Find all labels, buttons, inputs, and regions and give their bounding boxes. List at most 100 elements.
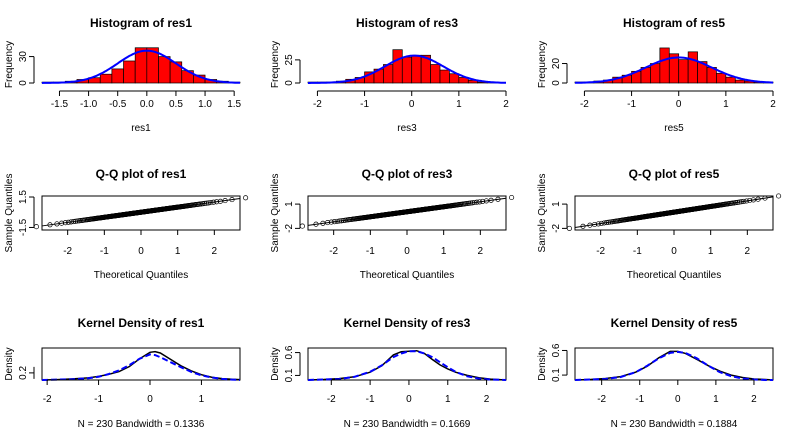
qq-reference-line	[41, 198, 241, 227]
histogram-bar	[123, 60, 136, 84]
x-tick-label: -1	[366, 394, 375, 405]
panel-title: Q-Q plot of res3	[362, 167, 453, 181]
x-tick-label: 1	[445, 394, 451, 405]
histogram-bar	[659, 47, 670, 84]
y-axis-label: Frequency	[270, 41, 281, 88]
panel-2: Histogram of res3 res3 Frequency -2 -1 0 1 2 0 25	[270, 16, 509, 134]
y-tick-label: -2	[551, 224, 562, 233]
x-tick-label: 2	[745, 246, 751, 257]
y-tick-label: 0	[551, 80, 562, 86]
x-tick-label: -2	[597, 394, 606, 405]
y-axis-label: Frequency	[537, 41, 548, 88]
x-tick-label: 2	[751, 394, 757, 405]
x-tick-label: -2	[313, 99, 322, 110]
normal-curve	[308, 54, 506, 84]
x-tick-label: 1	[713, 394, 719, 405]
qq-reference-line	[574, 196, 774, 228]
panel-title: Kernel Density of res3	[344, 316, 471, 330]
x-tick-label: 2	[478, 246, 484, 257]
x-tick-label: 0.0	[140, 99, 154, 110]
x-tick-label: -1.0	[80, 99, 98, 110]
histogram-bar	[725, 76, 736, 84]
y-tick-label: 25	[284, 54, 295, 66]
panel-title: Q-Q plot of res5	[629, 167, 720, 181]
x-tick-label: 0	[676, 99, 682, 110]
qq-point	[33, 224, 39, 230]
kernel-density-line	[307, 349, 507, 381]
panel-title: Histogram of res1	[90, 16, 192, 30]
x-tick-label: -1.5	[51, 99, 69, 110]
histogram-bar	[111, 68, 124, 84]
y-tick-label: 1	[551, 201, 562, 207]
x-tick-label: 0	[671, 246, 677, 257]
y-tick-label: -2	[284, 224, 295, 233]
panel-title: Kernel Density of res1	[78, 316, 205, 330]
histogram-bar	[411, 54, 422, 84]
y-tick-label: 0.1	[551, 368, 562, 382]
panel-7: Kernel Density of res1 N = 230 Bandwidth …	[4, 316, 241, 430]
x-tick-label: 2	[212, 246, 218, 257]
x-tick-label: 2	[503, 99, 509, 110]
x-axis-label: res1	[131, 123, 151, 134]
y-tick-label: 0.6	[551, 343, 562, 357]
panel-8: Kernel Density of res3 N = 230 Bandwidth …	[270, 316, 507, 430]
y-axis-label: Density	[4, 347, 15, 380]
panel-5: Q-Q plot of res3 Theoretical Quantiles Sam…	[270, 167, 515, 281]
x-axis-label: N = 230 Bandwidth = 0.1669	[344, 419, 471, 430]
histogram-bar	[430, 64, 441, 84]
x-tick-label: -1	[633, 246, 642, 257]
x-tick-label: 0	[147, 394, 153, 405]
x-tick-label: 0	[404, 246, 410, 257]
histogram-bar	[734, 79, 746, 84]
x-tick-label: 0	[675, 394, 681, 405]
x-tick-label: 1	[708, 246, 714, 257]
histogram-bar	[99, 73, 113, 84]
y-axis-label: Frequency	[4, 41, 15, 88]
qq-point	[776, 193, 782, 199]
kernel-density-line	[574, 350, 774, 381]
x-tick-label: 0.5	[169, 99, 183, 110]
x-tick-label: 1.5	[227, 99, 241, 110]
x-tick-label: -1	[635, 394, 644, 405]
plot-frame	[307, 347, 507, 381]
x-tick-label: 1	[199, 394, 205, 405]
kernel-density-line	[41, 350, 241, 381]
y-axis-label: Density	[270, 347, 281, 380]
x-tick-label: 0	[409, 99, 415, 110]
x-axis-label: res5	[664, 123, 684, 134]
y-axis-label: Sample Quantiles	[4, 174, 15, 253]
x-tick-label: -1	[360, 99, 369, 110]
qq-point	[566, 225, 572, 231]
x-tick-label: 1	[175, 246, 181, 257]
x-tick-label: 1.0	[198, 99, 212, 110]
normal-density-line	[307, 350, 507, 381]
x-axis-label: Theoretical Quantiles	[360, 270, 455, 281]
plot-frame	[41, 347, 241, 381]
y-tick-label: 0	[18, 80, 29, 86]
x-tick-label: -2	[580, 99, 589, 110]
panel-title: Q-Q plot of res1	[96, 167, 187, 181]
normal-curve	[575, 56, 774, 84]
x-axis-label: Theoretical Quantiles	[94, 270, 189, 281]
x-axis-label: N = 230 Bandwidth = 0.1884	[611, 419, 738, 430]
x-tick-label: -2	[596, 246, 605, 257]
y-tick-label: 30	[18, 51, 29, 63]
x-tick-label: -1	[366, 246, 375, 257]
panel-6: Q-Q plot of res5 Theoretical Quantiles Sam…	[537, 167, 782, 281]
normal-density-line	[574, 350, 773, 381]
histogram-bar	[716, 72, 727, 84]
histogram-bar	[449, 73, 460, 84]
panel-1: Histogram of res1 res1 Frequency -1.5 -1.0 -0…	[4, 16, 242, 134]
y-tick-label: 0.1	[284, 368, 295, 382]
x-tick-label: 1	[441, 246, 447, 257]
histogram-bar	[678, 59, 689, 84]
y-axis-label: Density	[537, 347, 548, 380]
histogram-bar	[158, 56, 171, 84]
normal-curve	[41, 49, 240, 84]
x-tick-label: -2	[327, 394, 336, 405]
x-tick-label: 1	[723, 99, 729, 110]
y-tick-label: 20	[551, 58, 562, 70]
x-tick-label: -2	[43, 394, 52, 405]
histogram-bar	[650, 63, 661, 84]
